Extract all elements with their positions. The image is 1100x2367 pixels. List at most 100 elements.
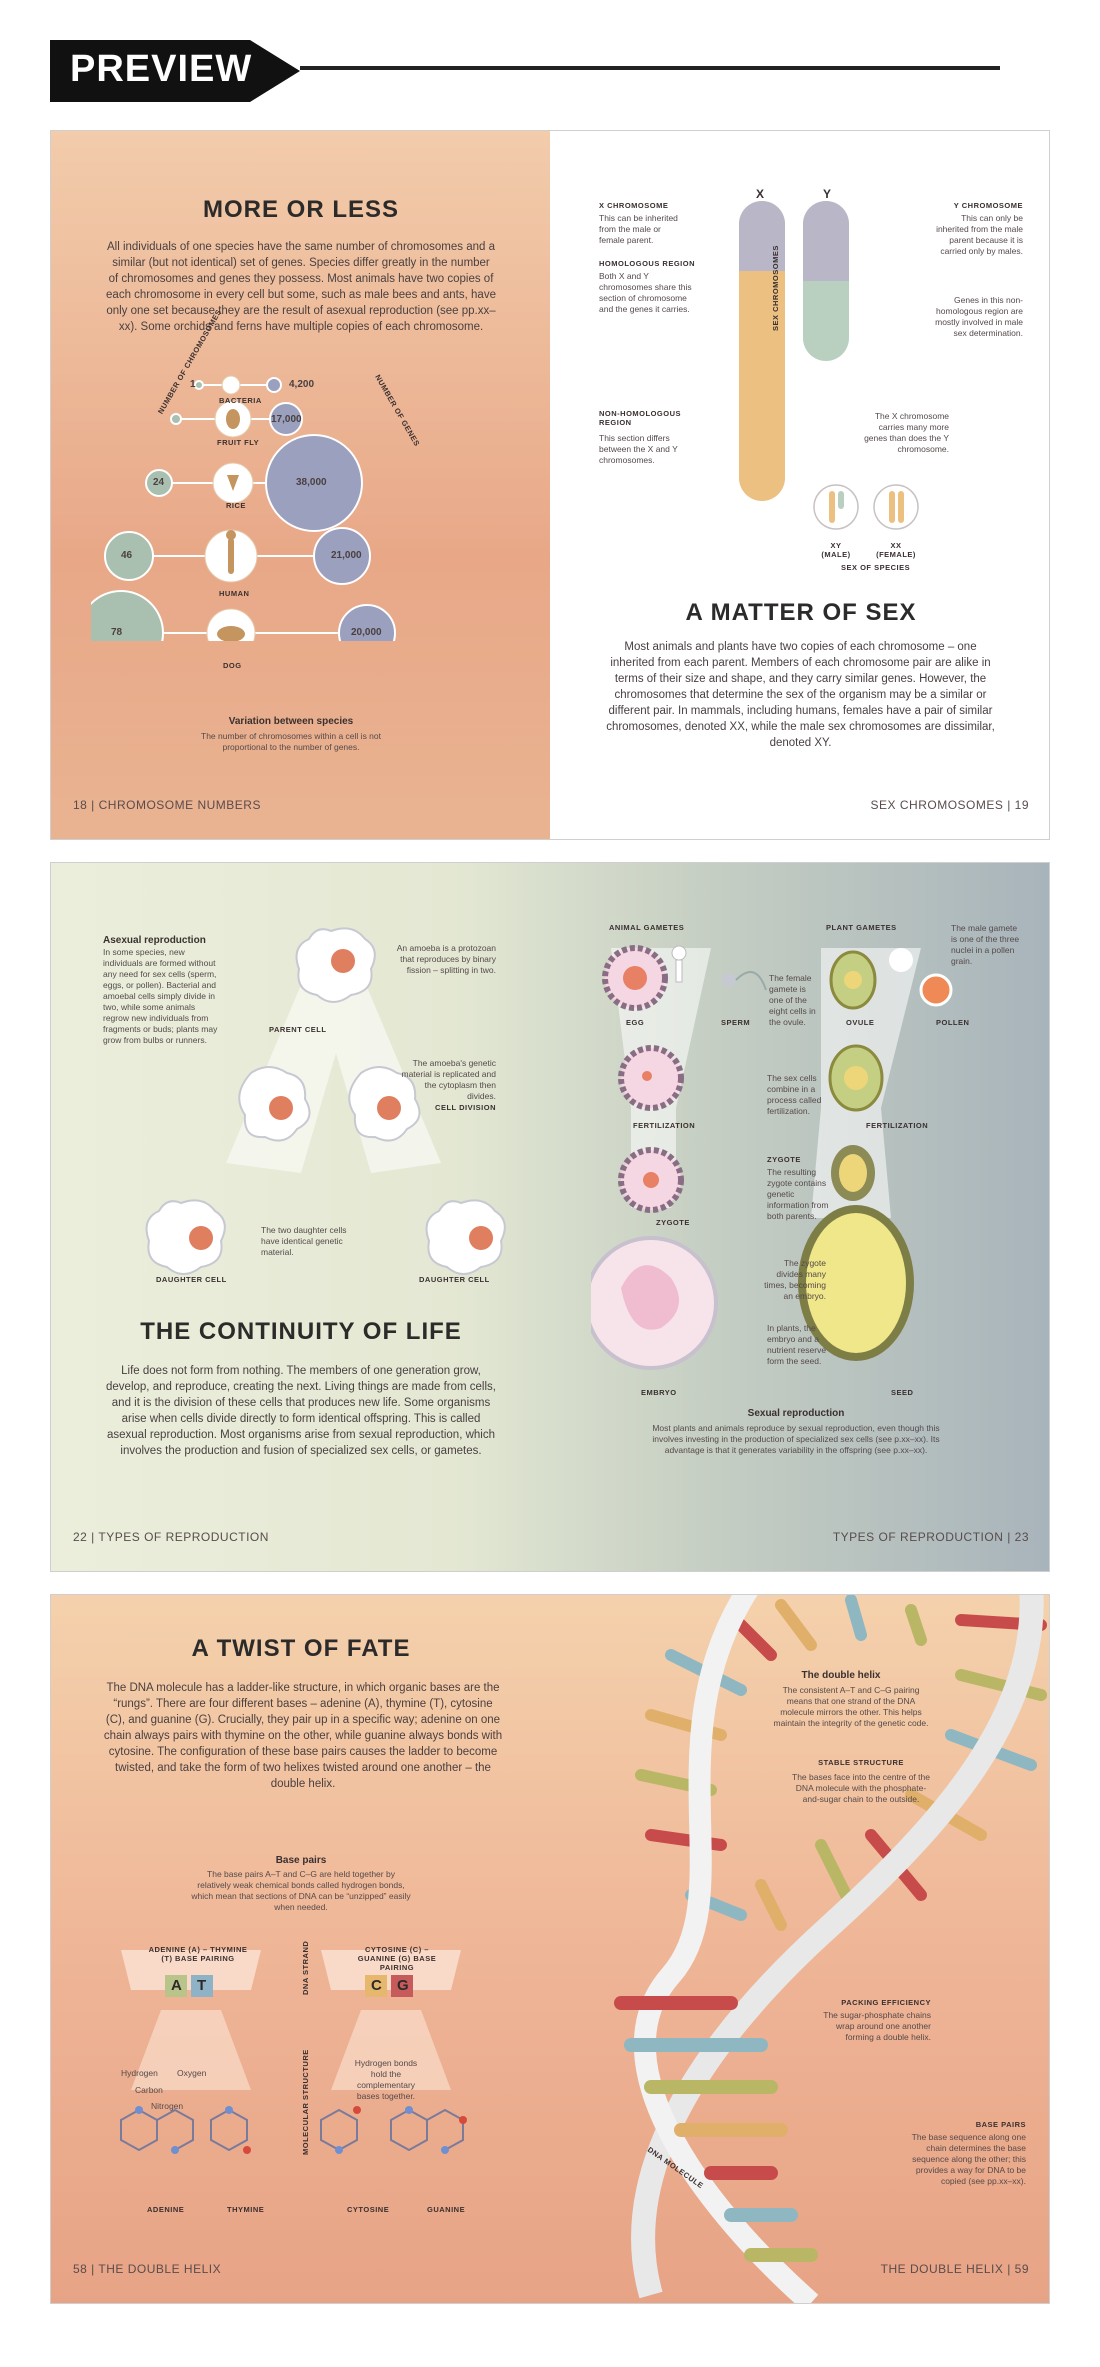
- x-letter: X: [756, 187, 765, 201]
- page-sex-chromosomes: [550, 131, 1049, 839]
- helix-page-title: A TWIST OF FATE: [191, 1635, 411, 1662]
- asexual-title: Asexual reproduction: [103, 935, 206, 946]
- xx-female-label: XX (FEMALE): [876, 541, 916, 559]
- sexual-diagram: [591, 945, 953, 1370]
- variation-text: The number of chromosomes within a cell …: [201, 731, 381, 752]
- pollen-label: POLLEN: [936, 1018, 970, 1027]
- base-pairs-head: BASE PAIRS: [975, 2120, 1026, 2129]
- zygote-label: ZYGOTE: [656, 1218, 690, 1227]
- molecular-structure-label: MOLECULAR STRUCTURE: [301, 2049, 310, 2155]
- asexual-diagram: [145, 927, 506, 1275]
- species-diagram: [91, 375, 396, 641]
- letter-t: T: [197, 1977, 207, 1994]
- stable-structure-head: STABLE STRUCTURE: [818, 1758, 904, 1767]
- footer-left: 22 | TYPES OF REPRODUCTION: [73, 1530, 269, 1544]
- double-helix-text: The consistent A–T and C–G pairing means…: [773, 1685, 929, 1728]
- species-label-human: HUMAN: [219, 589, 250, 598]
- daughter-cell-right: DAUGHTER CELL: [419, 1275, 490, 1284]
- fruit-fly-genes: 17,000: [271, 414, 302, 425]
- intro-text: All individuals of one species have the …: [106, 241, 496, 333]
- base-pairs-note: The base sequence along one chain determ…: [911, 2132, 1026, 2186]
- spread-chromosomes: MORE OR LESS All individuals of one spec…: [50, 130, 1050, 840]
- non-homologous-text: This section differs between the X and Y…: [599, 433, 678, 465]
- sex-title: A MATTER OF SEX: [685, 599, 917, 626]
- hydrogen-label: Hydrogen: [121, 2068, 158, 2078]
- species-label-dog: DOG: [223, 661, 242, 670]
- y-letter: Y: [823, 187, 832, 201]
- animal-gametes-label: ANIMAL GAMETES: [609, 923, 685, 932]
- base-pairs-title: Base pairs: [275, 1855, 327, 1866]
- sex-of-species-label: SEX OF SPECIES: [841, 563, 911, 572]
- sexual-text: Most plants and animals reproduce by sex…: [652, 1423, 940, 1455]
- sex-of-species-icons: [813, 484, 919, 530]
- oxygen-label: Oxygen: [177, 2068, 207, 2078]
- adenine-label: ADENINE: [147, 2205, 185, 2214]
- nitrogen-label: Nitrogen: [151, 2101, 184, 2111]
- embryo-label: EMBRYO: [641, 1388, 677, 1397]
- rice-chromosomes: 24: [153, 477, 165, 488]
- zygote-note: The resulting zygote contains genetic in…: [767, 1167, 829, 1221]
- male-genes-text: Genes in this non-homologous region are …: [935, 295, 1023, 338]
- variation-title: Variation between species: [228, 716, 354, 727]
- letter-a: A: [171, 1977, 182, 1994]
- hbond-note: Hydrogen bonds hold the complementary ba…: [354, 2058, 418, 2101]
- packing-head: PACKING EFFICIENCY: [841, 1998, 931, 2007]
- packing-text: The sugar-phosphate chains wrap around o…: [823, 2010, 931, 2042]
- spread-background: [51, 1595, 1049, 2303]
- thymine-label: THYMINE: [227, 2205, 265, 2214]
- y-chromosome-text: This can only be inherited from the male…: [936, 213, 1023, 256]
- sex-chromosomes-label: SEX CHROMOSOMES: [771, 245, 780, 331]
- homologous-text: Both X and Y chromosomes share this sect…: [599, 271, 692, 314]
- spread-reproduction: Asexual reproduction In some species, ne…: [50, 862, 1050, 1572]
- seed-label: SEED: [891, 1388, 914, 1397]
- preview-banner: [50, 40, 300, 102]
- plants-note: In plants, the embryo and a nutrient res…: [767, 1323, 827, 1366]
- letter-c: C: [371, 1977, 382, 1994]
- letter-g: G: [397, 1977, 409, 1994]
- xy-male-label: XY (MALE): [821, 541, 851, 559]
- footer-left: 58 | THE DOUBLE HELIX: [73, 2262, 222, 2276]
- bacteria-genes: 4,200: [289, 379, 315, 390]
- x-chromosome-head: X CHROMOSOME: [599, 201, 669, 210]
- base-pair-diagram: [120, 1950, 467, 2154]
- male-gamete-note: The male gamete is one of the three nucl…: [951, 923, 1020, 966]
- cytosine-label: CYTOSINE: [347, 2205, 390, 2214]
- dog-genes: 20,000: [351, 627, 382, 638]
- species-label-fruit-fly: FRUIT FLY: [217, 438, 260, 447]
- zygote-head: ZYGOTE: [767, 1155, 801, 1164]
- fertilization-plant: FERTILIZATION: [866, 1121, 929, 1130]
- replicate-note: The amoeba's genetic material is replica…: [401, 1058, 497, 1101]
- species-label-rice: RICE: [226, 501, 246, 510]
- continuity-intro: Life does not form from nothing. The mem…: [106, 1365, 496, 1457]
- homologous-head: HOMOLOGOUS REGION: [599, 259, 696, 268]
- y-chromosome-head: Y CHROMOSOME: [953, 201, 1023, 210]
- at-pairing-label: ADENINE (A) – THYMINE (T) BASE PAIRING: [148, 1945, 248, 1963]
- ovule-label: OVULE: [846, 1018, 875, 1027]
- human-chromosomes: 46: [121, 550, 133, 561]
- preview-label: PREVIEW: [70, 48, 253, 90]
- non-homologous-head: NON-HOMOLOGOUS REGION: [599, 409, 681, 427]
- spread-double-helix: A TWIST OF FATE The DNA molecule has a l…: [50, 1594, 1050, 2304]
- dna-helix-art: [614, 1595, 1047, 2303]
- bacteria-chromosomes: 1: [190, 379, 196, 390]
- human-genes: 21,000: [331, 550, 362, 561]
- daughter-cell-left: DAUGHTER CELL: [156, 1275, 227, 1284]
- sperm-label: SPERM: [721, 1018, 751, 1027]
- dog-chromosomes: 78: [111, 627, 123, 638]
- double-helix-title: The double helix: [801, 1670, 881, 1681]
- egg-label: EGG: [626, 1018, 645, 1027]
- carbon-label: Carbon: [135, 2085, 163, 2095]
- cell-division-label: CELL DIVISION: [435, 1103, 496, 1112]
- fertilization-note: The sex cells combine in a process calle…: [767, 1073, 822, 1116]
- daughter-note: The two daughter cells have identical ge…: [261, 1225, 347, 1257]
- female-note: The female gamete is one of the eight ce…: [769, 973, 816, 1027]
- x-chromosome-text: This can be inherited from the male or f…: [599, 213, 678, 245]
- page-title: MORE OR LESS: [202, 196, 400, 223]
- species-label-bacteria: BACTERIA: [219, 396, 262, 405]
- guanine-label: GUANINE: [427, 2205, 466, 2214]
- dna-strand-label: DNA STRAND: [301, 1940, 310, 1995]
- x-carries-text: The X chromosome carries many more genes…: [864, 411, 949, 454]
- sexual-title: Sexual reproduction: [747, 1408, 845, 1419]
- base-pairs-text: The base pairs A–T and C–G are held toge…: [191, 1869, 411, 1912]
- footer-right: TYPES OF REPRODUCTION | 23: [832, 1530, 1029, 1544]
